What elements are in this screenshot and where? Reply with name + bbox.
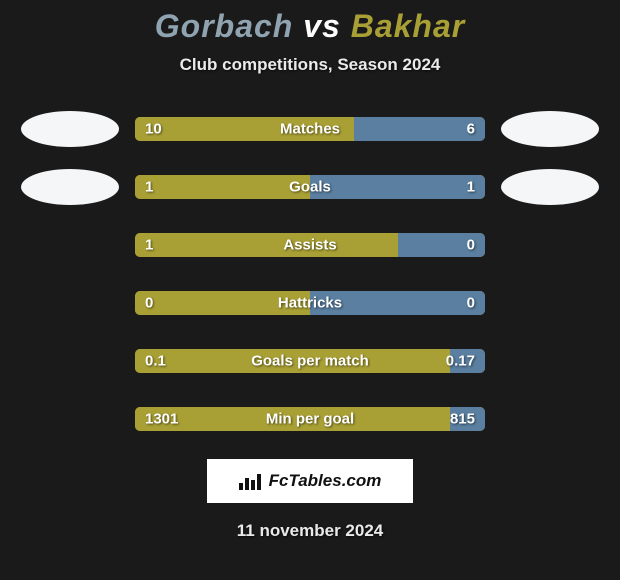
player2-avatar <box>501 111 599 147</box>
stat-left-value: 1 <box>145 179 153 196</box>
stat-bar: 1 1 Goals <box>135 175 485 199</box>
player1-name: Gorbach <box>155 8 294 44</box>
player1-avatar <box>21 169 119 205</box>
avatar-spacer <box>21 343 119 379</box>
stat-left-value: 0 <box>145 295 153 312</box>
avatar-spacer <box>501 343 599 379</box>
brand-text: FcTables.com <box>269 471 382 491</box>
avatar-spacer <box>501 227 599 263</box>
comparison-card: Gorbach vs Bakhar Club competitions, Sea… <box>0 0 620 541</box>
stat-right-value: 815 <box>450 411 475 428</box>
avatar-spacer <box>21 227 119 263</box>
avatar-spacer <box>21 285 119 321</box>
player2-avatar <box>501 169 599 205</box>
page-title: Gorbach vs Bakhar <box>0 8 620 45</box>
brand-chart-icon <box>239 472 261 490</box>
stat-label: Min per goal <box>266 411 354 428</box>
stat-row: 1 0 Assists <box>0 227 620 263</box>
stat-left-value: 10 <box>145 121 162 138</box>
subtitle: Club competitions, Season 2024 <box>0 55 620 75</box>
stat-label: Matches <box>280 121 340 138</box>
stat-bar: 0.1 0.17 Goals per match <box>135 349 485 373</box>
stat-right-value: 0.17 <box>446 353 475 370</box>
stat-left-value: 1 <box>145 237 153 254</box>
stat-bar: 1301 815 Min per goal <box>135 407 485 431</box>
stat-right-value: 0 <box>467 295 475 312</box>
stat-bar: 10 6 Matches <box>135 117 485 141</box>
stat-row: 1301 815 Min per goal <box>0 401 620 437</box>
brand-badge[interactable]: FcTables.com <box>207 459 413 503</box>
stat-bar: 1 0 Assists <box>135 233 485 257</box>
stat-label: Hattricks <box>278 295 342 312</box>
stat-right-value: 1 <box>467 179 475 196</box>
avatar-spacer <box>501 285 599 321</box>
stat-left-value: 0.1 <box>145 353 166 370</box>
stat-label: Assists <box>283 237 336 254</box>
player2-name: Bakhar <box>351 8 466 44</box>
stat-row: 10 6 Matches <box>0 111 620 147</box>
vs-text: vs <box>293 8 350 44</box>
stat-right-value: 0 <box>467 237 475 254</box>
stat-row: 1 1 Goals <box>0 169 620 205</box>
bar-left-fill <box>135 233 398 257</box>
stat-rows: 106Matches11Goals10Assists00Hattricks0.1… <box>0 111 620 437</box>
footer-date: 11 november 2024 <box>0 521 620 541</box>
stat-label: Goals per match <box>251 353 369 370</box>
bar-right-fill <box>310 175 485 199</box>
bar-right-fill <box>354 117 485 141</box>
stat-right-value: 6 <box>467 121 475 138</box>
stat-label: Goals <box>289 179 331 196</box>
stat-bar: 0 0 Hattricks <box>135 291 485 315</box>
player1-avatar <box>21 111 119 147</box>
stat-left-value: 1301 <box>145 411 178 428</box>
avatar-spacer <box>21 401 119 437</box>
stat-row: 0.1 0.17 Goals per match <box>0 343 620 379</box>
stat-row: 0 0 Hattricks <box>0 285 620 321</box>
avatar-spacer <box>501 401 599 437</box>
bar-left-fill <box>135 175 310 199</box>
